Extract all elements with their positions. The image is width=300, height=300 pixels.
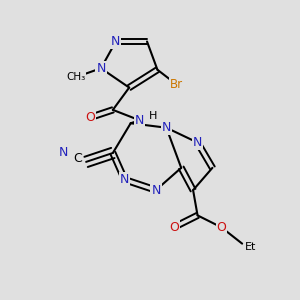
Text: O: O bbox=[85, 111, 95, 124]
Text: C: C bbox=[73, 152, 82, 165]
Text: N: N bbox=[96, 62, 106, 75]
Text: N: N bbox=[162, 121, 171, 134]
Text: O: O bbox=[169, 221, 179, 234]
Text: H: H bbox=[149, 111, 157, 121]
Text: N: N bbox=[120, 173, 129, 186]
Text: N: N bbox=[59, 146, 68, 160]
Text: N: N bbox=[193, 136, 202, 149]
Text: N: N bbox=[135, 114, 144, 127]
Text: CH₃: CH₃ bbox=[66, 72, 85, 82]
Text: Et: Et bbox=[245, 242, 257, 252]
Text: N: N bbox=[151, 184, 160, 196]
Text: N: N bbox=[111, 35, 121, 48]
Text: O: O bbox=[216, 221, 226, 234]
Text: Br: Br bbox=[170, 78, 183, 91]
